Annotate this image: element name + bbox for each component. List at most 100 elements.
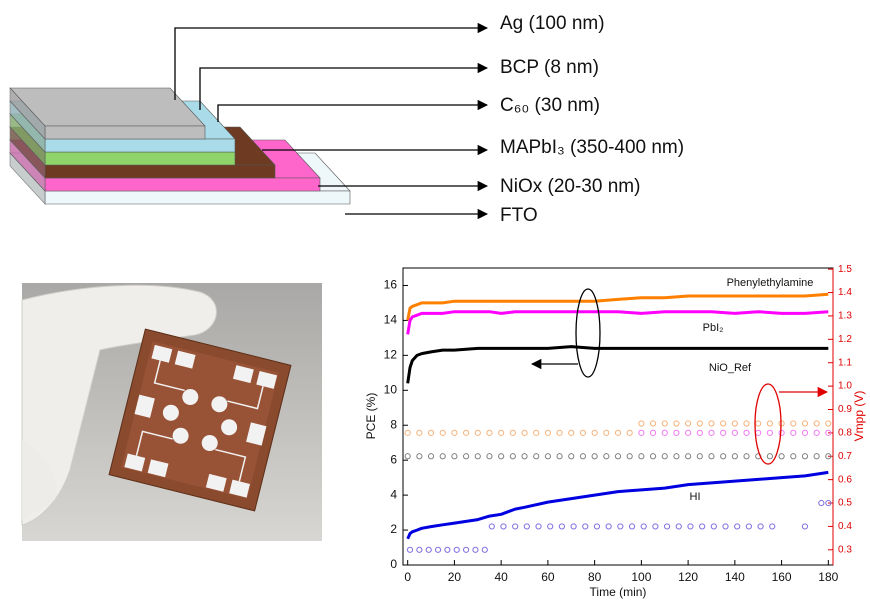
y2-tick-label: 0.3 <box>838 544 852 555</box>
x-tick-label: 60 <box>541 570 555 584</box>
layer-label: FTO <box>500 205 538 226</box>
vmpp-marker <box>592 430 597 435</box>
vmpp-marker <box>767 430 772 435</box>
y-tick-label: 0 <box>390 557 397 571</box>
vmpp-marker <box>548 524 553 529</box>
vmpp-marker <box>627 454 632 459</box>
vmpp-marker <box>559 524 564 529</box>
vmpp-marker <box>688 524 693 529</box>
vmpp-marker <box>522 430 527 435</box>
vmpp-marker <box>440 430 445 435</box>
vmpp-marker <box>709 421 714 426</box>
vmpp-marker <box>545 454 550 459</box>
vmpp-marker <box>721 454 726 459</box>
vmpp-marker <box>534 430 539 435</box>
y-tick-label: 14 <box>384 313 398 327</box>
vmpp-marker <box>826 421 831 426</box>
vmpp-marker <box>407 547 412 552</box>
vmpp-marker <box>604 454 609 459</box>
vmpp-marker <box>428 430 433 435</box>
vmpp-marker <box>770 524 775 529</box>
vmpp-marker <box>697 421 702 426</box>
y2-tick-label: 0.9 <box>838 404 852 415</box>
vmpp-marker <box>791 454 796 459</box>
vmpp-marker <box>744 421 749 426</box>
vmpp-marker <box>686 421 691 426</box>
vmpp-marker <box>641 524 646 529</box>
vmpp-marker <box>513 524 518 529</box>
pce-line <box>408 472 829 538</box>
vmpp-marker <box>819 500 824 505</box>
y-tick-label: 8 <box>390 417 397 431</box>
vmpp-marker <box>697 454 702 459</box>
vmpp-marker <box>580 430 585 435</box>
vmpp-marker <box>639 421 644 426</box>
layer-front <box>45 126 205 139</box>
vmpp-marker <box>510 454 515 459</box>
x-axis-label: Time (min) <box>590 585 647 599</box>
vmpp-marker <box>417 454 422 459</box>
layer-label: NiOx (20-30 nm) <box>500 176 640 197</box>
vmpp-marker <box>627 430 632 435</box>
y-tick-label: 12 <box>384 348 398 362</box>
figure: Ag (100 nm) BCP (8 nm) C₆₀ (30 nm) MAPbI… <box>0 0 870 606</box>
vmpp-marker <box>454 547 459 552</box>
vmpp-marker <box>767 421 772 426</box>
vmpp-marker <box>445 547 450 552</box>
vmpp-marker <box>791 430 796 435</box>
vmpp-marker <box>499 454 504 459</box>
layer-front <box>45 152 235 165</box>
pce-line <box>408 347 829 384</box>
vmpp-marker <box>732 421 737 426</box>
vmpp-marker <box>735 524 740 529</box>
x-tick-label: 0 <box>404 570 411 584</box>
vmpp-marker <box>756 421 761 426</box>
y2-tick-label: 1.1 <box>838 357 852 368</box>
y2-tick-label: 1.5 <box>838 264 852 275</box>
vmpp-marker <box>475 430 480 435</box>
layer-label: MAPbI₃ (350-400 nm) <box>500 137 684 158</box>
layer-front <box>45 191 350 204</box>
x-tick-label: 100 <box>631 570 651 584</box>
layer-front <box>45 139 235 152</box>
vmpp-marker <box>709 454 714 459</box>
y2-tick-label: 1.3 <box>838 311 852 322</box>
y2-tick-label: 0.6 <box>838 474 852 485</box>
vmpp-marker <box>405 430 410 435</box>
vmpp-marker <box>791 421 796 426</box>
vmpp-marker <box>662 430 667 435</box>
vmpp-marker <box>732 430 737 435</box>
vmpp-marker <box>686 430 691 435</box>
vmpp-marker <box>814 454 819 459</box>
vmpp-marker <box>756 430 761 435</box>
y2-axis-label: Vmpp (V) <box>852 391 866 442</box>
vmpp-marker <box>594 524 599 529</box>
vmpp-marker <box>463 430 468 435</box>
vmpp-marker <box>721 430 726 435</box>
vmpp-marker <box>463 454 468 459</box>
plot-area: 02040608010012014016018002468101214160.3… <box>384 264 853 584</box>
vmpp-marker <box>428 454 433 459</box>
vmpp-marker <box>435 547 440 552</box>
layer-label: BCP (8 nm) <box>500 57 599 78</box>
vmpp-marker <box>802 454 807 459</box>
vmpp-marker <box>802 430 807 435</box>
y-tick-label: 10 <box>384 382 398 396</box>
vmpp-marker <box>417 547 422 552</box>
vmpp-marker <box>440 454 445 459</box>
vmpp-marker <box>545 430 550 435</box>
vmpp-marker <box>721 421 726 426</box>
vmpp-marker <box>405 454 410 459</box>
vmpp-marker <box>639 454 644 459</box>
x-tick-label: 120 <box>678 570 698 584</box>
series-label: Phenylethylamine <box>727 277 814 289</box>
x-tick-label: 40 <box>494 570 508 584</box>
vmpp-marker <box>674 430 679 435</box>
vmpp-marker <box>779 454 784 459</box>
vmpp-marker <box>709 430 714 435</box>
vmpp-marker <box>473 547 478 552</box>
vmpp-marker <box>606 524 611 529</box>
vmpp-marker <box>802 524 807 529</box>
vmpp-marker <box>767 454 772 459</box>
vmpp-marker <box>653 524 658 529</box>
